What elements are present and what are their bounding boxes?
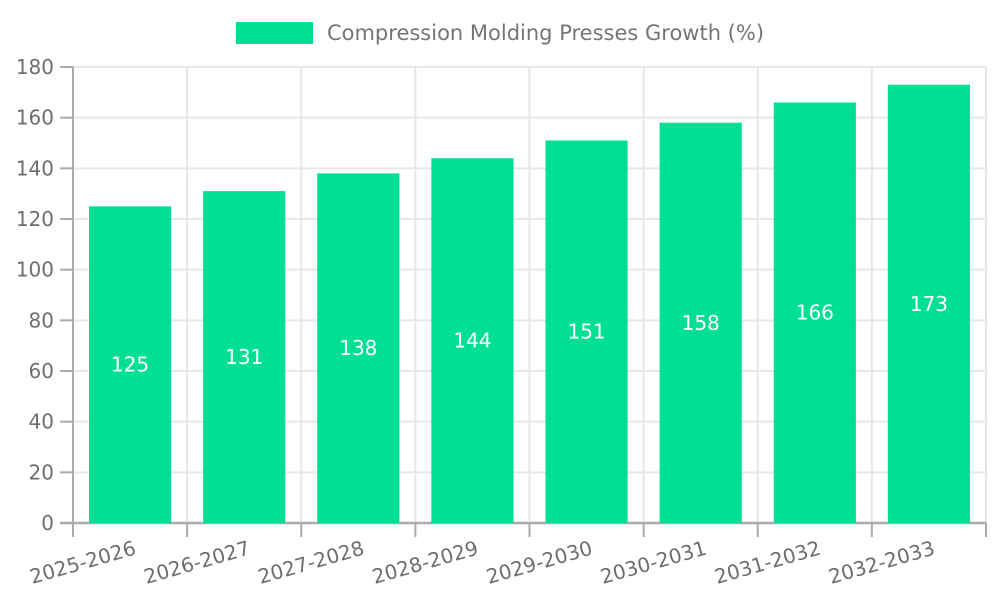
bar-value-label: 131 <box>225 345 263 369</box>
bar-value-label: 158 <box>682 311 720 335</box>
x-tick-label: 2031-2032 <box>712 536 823 589</box>
bar-value-label: 173 <box>910 292 948 316</box>
bar-value-label: 125 <box>111 353 149 377</box>
x-tick-label: 2026-2027 <box>141 536 252 589</box>
bar-2029-2030[interactable] <box>545 140 628 523</box>
bar-value-label: 151 <box>567 320 605 344</box>
y-tick-label: 120 <box>16 207 54 231</box>
bar-2032-2033[interactable] <box>887 84 971 523</box>
bar-2030-2031[interactable] <box>659 122 742 523</box>
y-tick-label: 40 <box>29 410 54 434</box>
y-tick-label: 80 <box>29 308 54 332</box>
y-tick-label: 0 <box>41 511 54 535</box>
bar-2026-2027[interactable] <box>203 191 286 523</box>
x-tick-label: 2032-2033 <box>826 536 937 589</box>
y-tick-label: 160 <box>16 106 54 130</box>
y-tick-label: 100 <box>16 258 54 282</box>
x-tick-label: 2025-2026 <box>27 536 138 589</box>
bar-value-label: 144 <box>453 329 491 353</box>
bar-2031-2032[interactable] <box>773 102 856 523</box>
y-tick-label: 60 <box>29 359 54 383</box>
x-tick-label: 2027-2028 <box>255 536 366 589</box>
x-tick-label: 2028-2029 <box>369 536 480 589</box>
x-tick-label: 2030-2031 <box>598 536 709 589</box>
bar-value-label: 166 <box>796 301 834 325</box>
y-tick-label: 20 <box>29 460 54 484</box>
bar-value-label: 138 <box>339 336 377 360</box>
bar-2025-2026[interactable] <box>88 206 172 524</box>
x-tick-label: 2029-2030 <box>484 536 595 589</box>
bar-2028-2029[interactable] <box>431 158 514 523</box>
y-tick-label: 180 <box>16 55 54 79</box>
legend-swatch <box>235 22 313 44</box>
y-tick-label: 140 <box>16 156 54 180</box>
bar-2027-2028[interactable] <box>317 173 400 523</box>
legend-label: Compression Molding Presses Growth (%) <box>326 21 765 45</box>
chart-legend[interactable]: Compression Molding Presses Growth (%) <box>0 17 1000 49</box>
